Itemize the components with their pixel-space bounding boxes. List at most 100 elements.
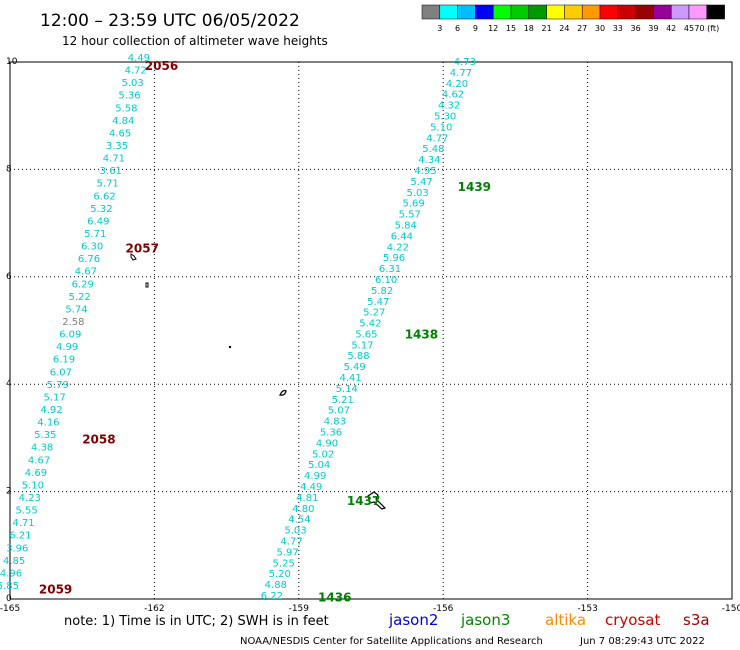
- wave-height-value: 4.67: [75, 267, 97, 278]
- wave-height-value: 4.62: [442, 90, 464, 101]
- colorbar-swatch: [670, 4, 690, 20]
- wave-height-value: 6.09: [59, 330, 81, 341]
- wave-height-value: 2.58: [62, 317, 84, 328]
- wave-height-value: 6.07: [50, 367, 72, 378]
- wave-height-value: 4.38: [31, 443, 53, 454]
- colorbar-label: 18: [524, 24, 534, 33]
- wave-height-value: 5.02: [312, 449, 334, 460]
- lat-tick-label: 8: [6, 164, 12, 174]
- colorbar-label: 3: [437, 24, 442, 33]
- wave-height-value: 4.22: [387, 242, 409, 253]
- lon-tick-label: -156: [433, 604, 454, 614]
- wave-height-value: 5.85: [0, 581, 19, 592]
- wave-height-value: 4.73: [454, 57, 476, 68]
- colorbar-swatch: [439, 4, 458, 20]
- wave-height-value: 6.76: [78, 254, 100, 265]
- colorbar-label: 6: [455, 24, 460, 33]
- satellite-legend-jason2: jason2: [388, 611, 438, 629]
- axis-tick-labels: -165 -162 -159 -156 -153 -150 0 2 4 6 8 10: [0, 57, 740, 614]
- wave-height-value: 4.72: [125, 66, 147, 77]
- wave-height-value: 5.27: [363, 308, 385, 319]
- lon-tick-label: -165: [0, 604, 20, 614]
- island-shape: [130, 253, 137, 261]
- island-shape: [228, 345, 232, 349]
- wave-height-value: 5.30: [434, 111, 456, 122]
- colorbar-label: 9: [473, 24, 478, 33]
- lon-tick-label: -153: [577, 604, 597, 614]
- wave-height-value: 4.83: [324, 417, 346, 428]
- colorbar-label: 33: [613, 24, 623, 33]
- footer-credit: NOAA/NESDIS Center for Satellite Applica…: [240, 636, 543, 647]
- footer-timestamp: Jun 7 08:29:43 UTC 2022: [579, 636, 705, 647]
- satellite-legend-altika: altika: [545, 611, 586, 629]
- wave-height-value: 6.21: [9, 531, 31, 542]
- wave-height-value: 5.03: [406, 188, 428, 199]
- wave-height-value: 5.71: [84, 229, 106, 240]
- wave-height-value: 4.69: [25, 468, 47, 479]
- map-frame: [9, 61, 733, 600]
- colorbar-swatch: [564, 4, 583, 20]
- pass-time-label: 1437: [347, 494, 380, 508]
- wave-height-value: 4.95: [414, 166, 436, 177]
- wave-height-value: 5.17: [44, 392, 66, 403]
- island-shape: [367, 491, 387, 510]
- wave-height-value: 6.44: [391, 231, 413, 242]
- colorbar-swatch: [617, 4, 636, 20]
- altimeter-tracks: 4.494.725.035.365.584.844.653.354.713.61…: [0, 53, 491, 605]
- lat-tick-label: 6: [6, 272, 12, 282]
- colorbar-label: 42: [666, 24, 676, 33]
- colorbar-label: 27: [577, 24, 587, 33]
- wave-height-value: 6.49: [87, 216, 109, 227]
- colorbar-legend: 3 6 9 12 15 18 21 24 27 30 33 36 39 42 45 70 (ft): [421, 4, 725, 33]
- wave-height-value: 4.85: [3, 556, 25, 567]
- wave-height-value: 4.49: [300, 482, 322, 493]
- lon-tick-label: -159: [289, 604, 310, 614]
- wave-height-value: 4.54: [288, 515, 310, 526]
- wave-height-value: 5.96: [383, 253, 405, 264]
- wave-height-value: 5.21: [332, 395, 354, 406]
- satellite-legend-jason3: jason3: [460, 611, 510, 629]
- wave-height-value: 4.49: [128, 53, 150, 64]
- colorbar-swatch: [706, 4, 725, 20]
- wave-height-value: 6.62: [93, 191, 115, 202]
- colorbar-swatch: [688, 4, 708, 20]
- wave-height-value: 4.92: [40, 405, 62, 416]
- wave-height-value: 5.14: [336, 384, 358, 395]
- colorbar-label: 39: [648, 24, 658, 33]
- colorbar-label: 24: [559, 24, 569, 33]
- wave-height-value: 5.36: [118, 91, 140, 102]
- wave-height-value: 4.88: [265, 580, 287, 591]
- colorbar-swatch: [457, 4, 476, 20]
- page-title: 12:00 – 23:59 UTC 06/05/2022: [40, 11, 300, 31]
- colorbar-label: 21: [542, 24, 552, 33]
- wave-height-value: 5.32: [90, 204, 112, 215]
- wave-height-value: 5.25: [273, 558, 295, 569]
- wave-height-value: 5.79: [47, 380, 69, 391]
- wave-height-value: 6.30: [81, 242, 103, 253]
- colorbar-swatch: [635, 4, 654, 20]
- island-outlines: [130, 253, 387, 510]
- wave-height-value: 5.69: [403, 199, 425, 210]
- wave-height-value: 4.34: [418, 155, 440, 166]
- wave-height-value: 5.82: [371, 286, 393, 297]
- pass-time-label: 1438: [405, 328, 438, 342]
- page-subtitle: 12 hour collection of altimeter wave hei…: [62, 34, 328, 48]
- lat-tick-label: 4: [6, 379, 12, 389]
- colorbar-label: 36: [631, 24, 641, 33]
- wave-height-value: 5.65: [355, 329, 377, 340]
- wave-height-value: 4.77: [280, 537, 302, 548]
- colorbar-swatch: [510, 4, 530, 20]
- wave-height-value: 5.74: [65, 304, 87, 315]
- wave-height-value: 5.71: [97, 179, 119, 190]
- colorbar-swatch: [581, 4, 601, 20]
- satellite-legend-cryosat: cryosat: [605, 611, 660, 629]
- colorbar-swatch: [492, 4, 512, 20]
- wave-height-value: 5.48: [422, 144, 444, 155]
- wave-height-value: 4.16: [37, 418, 59, 429]
- colorbar-swatch: [475, 4, 494, 20]
- lon-tick-label: -150: [722, 604, 740, 614]
- wave-height-value: 4.99: [56, 342, 78, 353]
- wave-height-value: 4.80: [292, 504, 314, 515]
- island-shape: [145, 282, 149, 288]
- wave-height-value: 5.47: [367, 297, 389, 308]
